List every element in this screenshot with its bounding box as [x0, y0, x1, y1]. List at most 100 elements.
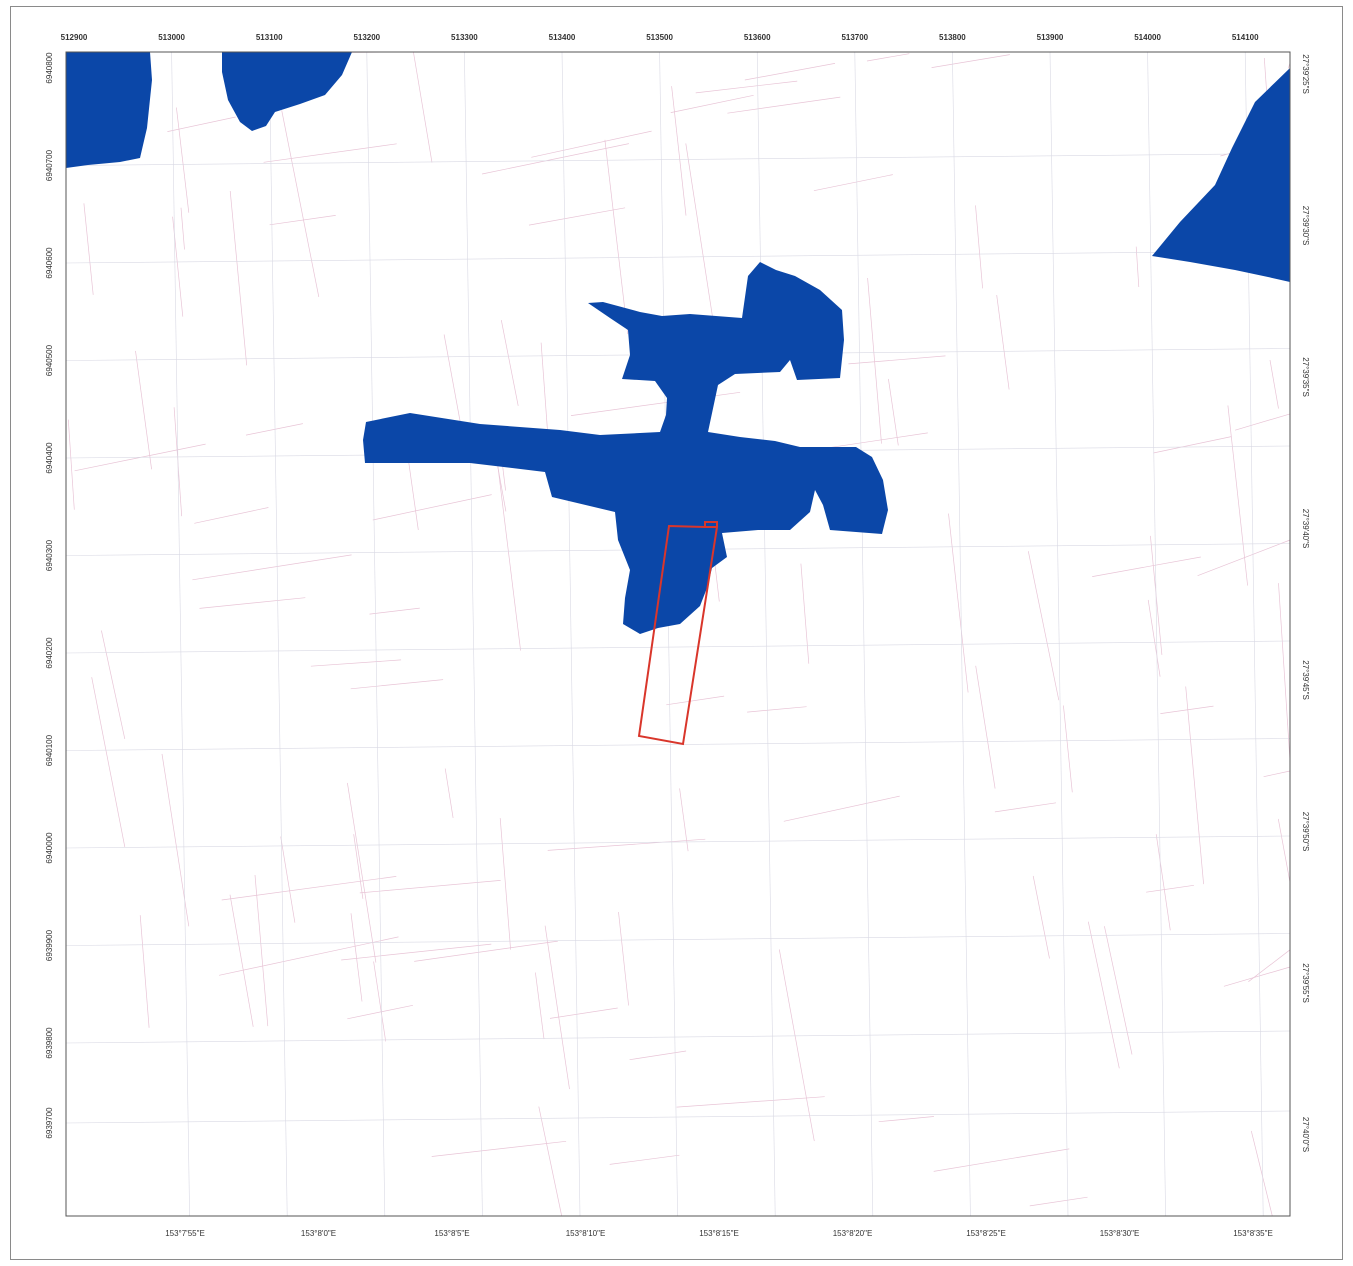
parcel-line: [194, 507, 269, 524]
parcel-line: [676, 1096, 825, 1108]
parcel-line: [1269, 360, 1279, 409]
grid-line: [1049, 51, 1069, 1217]
grid-line: [366, 51, 386, 1217]
parcel-line: [866, 53, 910, 62]
parcel-line: [1147, 599, 1161, 677]
parcel-line: [1087, 921, 1120, 1069]
parcel-line: [695, 80, 798, 94]
northing-label: 6939900: [45, 929, 54, 961]
longitude-label: 153°7'55"E: [165, 1229, 205, 1238]
northing-label: 6940600: [45, 247, 54, 279]
parcel-line: [629, 1050, 687, 1061]
parcel-line: [67, 419, 75, 510]
parcel-line: [407, 453, 419, 530]
parcel-line: [744, 63, 836, 81]
parcel-line: [347, 1004, 413, 1020]
parcel-line: [1197, 539, 1291, 577]
parcel-line: [176, 107, 190, 213]
northing-tick-labels: 6940800 6940700 6940600 6940500 6940400 69403…: [45, 52, 54, 1139]
easting-label: 513600: [744, 33, 771, 42]
parcel-line: [269, 215, 336, 226]
easting-label: 513900: [1037, 33, 1064, 42]
site-boundary-notch: [704, 521, 718, 527]
grid-line: [65, 933, 1291, 946]
parcel-line: [813, 174, 893, 192]
parcel-line: [254, 874, 269, 1027]
parcel-line: [1029, 1196, 1088, 1207]
grid-line: [464, 51, 483, 1217]
parcel-line: [1104, 926, 1133, 1055]
cadastral-parcel-lines: [67, 51, 1291, 1217]
parcel-line: [161, 753, 190, 927]
grid-line: [65, 1030, 1291, 1044]
parcel-line: [685, 143, 714, 323]
grid-line: [65, 1110, 1291, 1124]
parcel-line: [281, 110, 320, 297]
easting-label: 514000: [1134, 33, 1161, 42]
easting-label: 513400: [549, 33, 576, 42]
parcel-line: [373, 961, 387, 1042]
easting-label: 513200: [353, 33, 380, 42]
parcel-line: [867, 277, 882, 444]
northing-label: 6940800: [45, 52, 54, 84]
parcel-line: [482, 143, 629, 175]
parcel-line: [1278, 583, 1291, 761]
latitude-label: 27°40'0"S: [1301, 1117, 1310, 1152]
parcel-line: [369, 607, 420, 615]
grid-line: [171, 51, 190, 1217]
parcel-line: [350, 913, 363, 1002]
northing-label: 6940300: [45, 539, 54, 571]
easting-label: 513000: [158, 33, 185, 42]
parcel-line: [1155, 834, 1171, 931]
parcel-line: [878, 1116, 934, 1123]
parcel-line: [666, 695, 725, 706]
parcel-line: [604, 139, 629, 335]
parcel-line: [931, 54, 1010, 68]
parcel-line: [531, 130, 652, 158]
grid-line: [65, 640, 1291, 654]
parcel-line: [280, 836, 296, 923]
parcel-line: [994, 802, 1057, 813]
parcel-line: [431, 1140, 567, 1157]
northing-label: 6940200: [45, 637, 54, 669]
latitude-label: 27°39'25"S: [1301, 54, 1310, 94]
parcel-line: [221, 876, 397, 901]
longitude-label: 153°8'15"E: [699, 1229, 739, 1238]
map-background: [66, 52, 1290, 1216]
parcel-line: [948, 513, 969, 693]
northing-label: 6940700: [45, 149, 54, 181]
parcel-line: [199, 597, 306, 609]
latitude-label: 27°39'55"S: [1301, 963, 1310, 1003]
parcel-line: [1250, 1130, 1273, 1217]
parcel-line: [1153, 436, 1232, 454]
parcel-line: [783, 795, 900, 822]
easting-label: 514100: [1232, 33, 1259, 42]
parcel-line: [180, 207, 185, 250]
easting-tick-labels: 512900 513000 513100 513200 513300 513400 5135…: [61, 33, 1259, 42]
parcel-line: [135, 350, 152, 470]
parcel-line: [413, 51, 433, 163]
parcel-line: [535, 972, 545, 1040]
grid-line: [65, 153, 1291, 166]
parcel-line: [1135, 246, 1140, 288]
water-area-northwest-1: [66, 52, 152, 168]
parcel-line: [350, 679, 444, 690]
longitude-label: 153°8'20"E: [833, 1229, 873, 1238]
longitude-label: 153°8'5"E: [434, 1229, 469, 1238]
easting-label: 513100: [256, 33, 283, 42]
parcel-line: [800, 563, 810, 664]
parcel-line: [347, 782, 377, 963]
grid-line: [756, 51, 776, 1217]
parcel-line: [1027, 551, 1060, 701]
longitude-tick-labels: 153°7'55"E 153°8'0"E 153°8'5"E 153°8'10"E 15…: [165, 1229, 1273, 1238]
northing-label: 6939800: [45, 1027, 54, 1059]
parcel-line: [888, 378, 899, 446]
latitude-tick-labels: 27°39'25"S 27°39'30"S 27°39'35"S 27°39'40"S…: [1301, 54, 1310, 1152]
parcel-line: [341, 943, 492, 961]
parcel-line: [528, 207, 626, 226]
grid-line: [854, 51, 874, 1217]
parcel-line: [996, 295, 1010, 390]
map-area[interactable]: [65, 51, 1291, 1217]
water-area-northeast: [1152, 68, 1290, 282]
